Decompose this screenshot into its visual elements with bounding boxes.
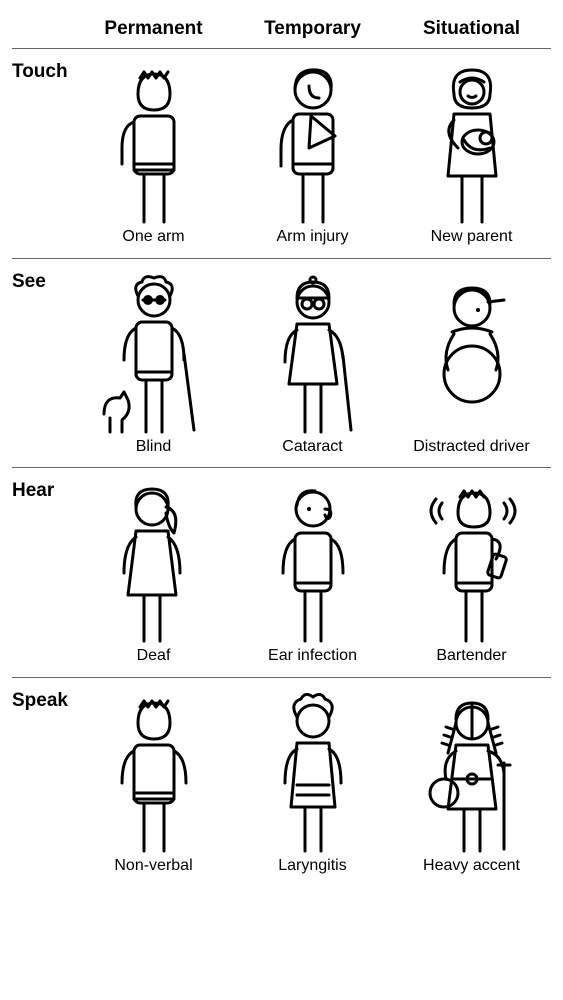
cell-hear-permanent: Deaf <box>74 476 233 671</box>
caption: Non-verbal <box>114 857 192 875</box>
divider <box>12 258 551 259</box>
caption: Ear infection <box>268 647 357 665</box>
cell-hear-situational: Bartender <box>392 476 551 671</box>
cell-touch-temporary: Arm injury <box>233 57 392 252</box>
divider <box>12 467 551 468</box>
caption: One arm <box>122 228 184 246</box>
laryngitis-person-icon <box>237 688 388 853</box>
caption: Cataract <box>282 438 342 456</box>
cell-speak-permanent: Non-verbal <box>74 686 233 881</box>
col-header-situational: Situational <box>392 18 551 46</box>
row-label-see: See <box>12 267 74 293</box>
non-verbal-person-icon <box>78 688 229 853</box>
caption: Heavy accent <box>423 857 520 875</box>
caption: Laryngitis <box>278 857 346 875</box>
one-arm-person-icon <box>78 59 229 224</box>
divider <box>12 677 551 678</box>
blind-person-with-dog-icon <box>78 269 229 434</box>
row-label-hear: Hear <box>12 476 74 502</box>
cell-see-situational: Distracted driver <box>392 267 551 462</box>
caption: Blind <box>136 438 172 456</box>
caption: Deaf <box>137 647 171 665</box>
cell-touch-permanent: One arm <box>74 57 233 252</box>
arm-sling-person-icon <box>237 59 388 224</box>
bartender-noise-icon <box>396 478 547 643</box>
cell-hear-temporary: Ear infection <box>233 476 392 671</box>
distracted-driver-icon <box>396 269 547 434</box>
persona-spectrum-infographic: Permanent Temporary Situational Touch <box>0 0 563 910</box>
col-header-temporary: Temporary <box>233 18 392 46</box>
spectrum-grid: Permanent Temporary Situational Touch <box>12 18 551 880</box>
row-label-speak: Speak <box>12 686 74 712</box>
caption: Arm injury <box>276 228 348 246</box>
caption: Bartender <box>436 647 506 665</box>
cell-see-permanent: Blind <box>74 267 233 462</box>
caption: Distracted driver <box>413 438 529 456</box>
col-header-permanent: Permanent <box>74 18 233 46</box>
cell-touch-situational: New parent <box>392 57 551 252</box>
ear-infection-person-icon <box>237 478 388 643</box>
heavy-accent-person-icon <box>396 688 547 853</box>
cell-speak-temporary: Laryngitis <box>233 686 392 881</box>
cell-see-temporary: Cataract <box>233 267 392 462</box>
divider <box>12 48 551 49</box>
deaf-person-icon <box>78 478 229 643</box>
caption: New parent <box>431 228 513 246</box>
cell-speak-situational: Heavy accent <box>392 686 551 881</box>
cataract-person-cane-icon <box>237 269 388 434</box>
parent-holding-baby-icon <box>396 59 547 224</box>
row-label-touch: Touch <box>12 57 74 83</box>
